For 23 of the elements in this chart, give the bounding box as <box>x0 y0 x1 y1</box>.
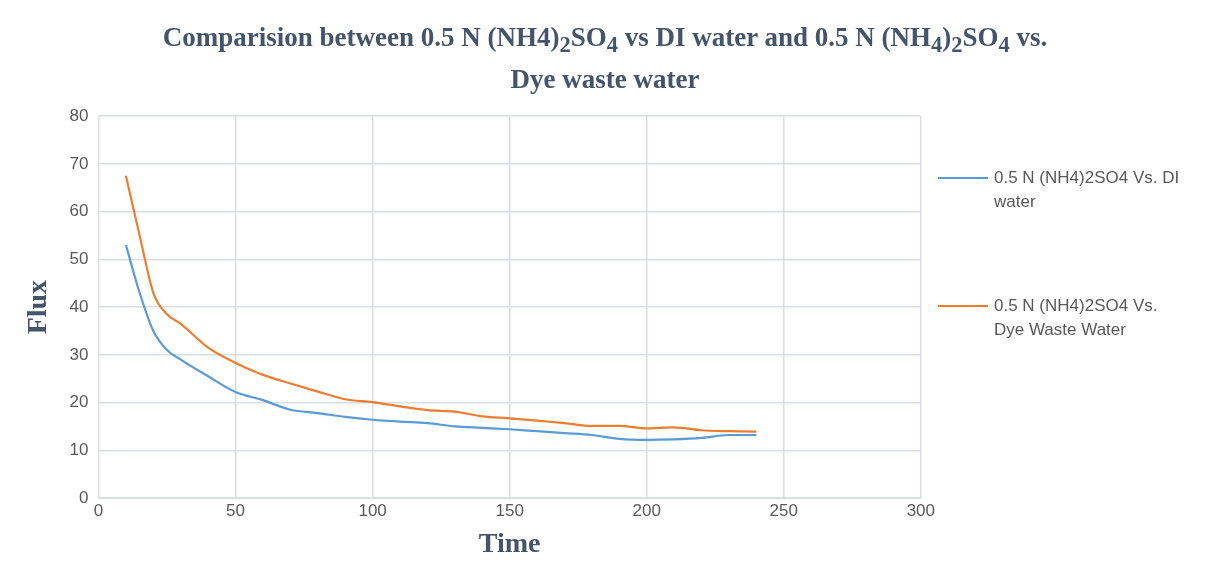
x-tick-label: 200 <box>632 501 661 521</box>
x-tick-label: 250 <box>769 501 798 521</box>
y-tick-label: 30 <box>69 344 89 364</box>
y-tick-label: 50 <box>69 249 89 269</box>
y-tick-label: 10 <box>69 440 89 460</box>
line-series <box>124 175 758 434</box>
x-tick-label: 50 <box>226 501 246 521</box>
y-axis-title: Flux <box>21 280 53 335</box>
x-tick-label: 100 <box>358 501 387 521</box>
y-tick-label: 70 <box>69 154 89 173</box>
line-series <box>124 244 758 442</box>
y-tick-label: 60 <box>69 201 89 221</box>
y-tick-label: 80 <box>69 106 89 126</box>
x-tick-label: 300 <box>906 501 936 521</box>
chart-title: Comparision between 0.5 N (NH4)$_{2}$SO$_{4}$ vs DI water and 0.5 N (NH$_{4}$)$_{2}$SO$_{4}$ vs. Dye waste water <box>162 22 1048 95</box>
legend-label: 0.5 N (NH4)2SO4 Vs. Dye Waste Water <box>994 295 1159 342</box>
y-tick-label: 40 <box>69 297 89 317</box>
x-tick-label: 0 <box>93 501 104 521</box>
x-axis-title: Time <box>478 527 541 559</box>
y-tick-label: 20 <box>69 392 89 412</box>
legend-label: 0.5 N (NH4)2SO4 Vs. DI water <box>994 167 1181 214</box>
y-tick-label: 0 <box>79 488 89 508</box>
x-tick-label: 150 <box>495 501 524 521</box>
